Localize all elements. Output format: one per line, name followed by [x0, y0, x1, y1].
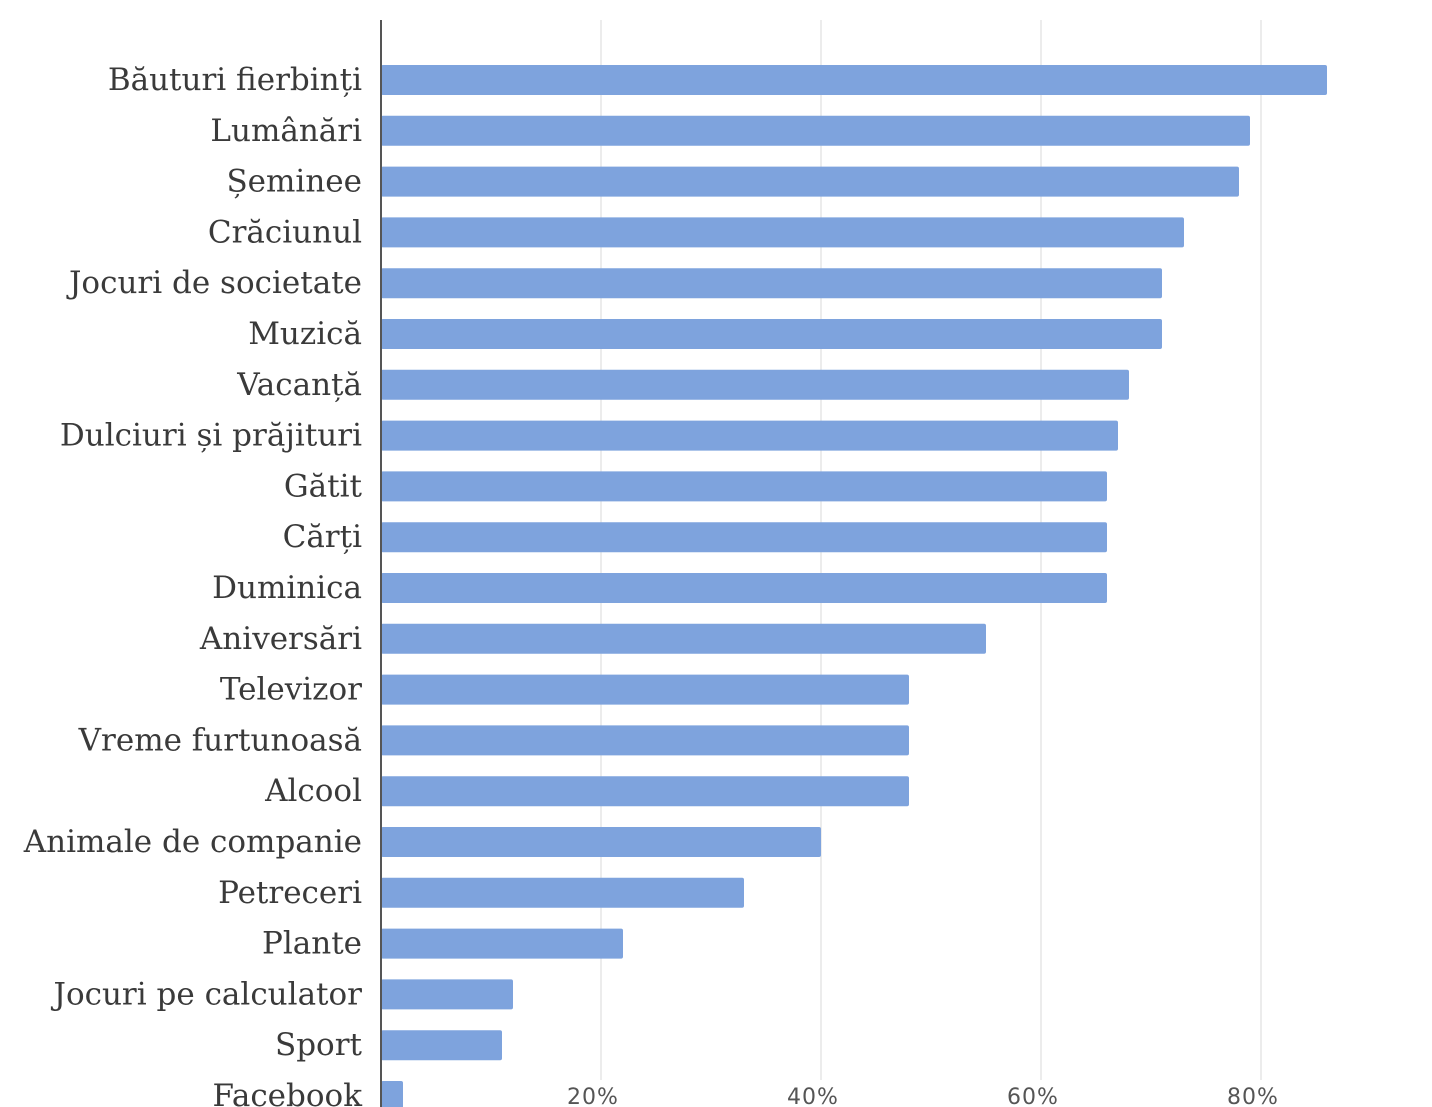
bar [381, 115, 1250, 146]
category-label: Animale de companie [23, 824, 362, 860]
category-label: Jocuri de societate [66, 265, 362, 301]
x-tick-label: 60% [1007, 1085, 1059, 1107]
category-label: Duminica [212, 570, 362, 606]
x-tick-label: 40% [787, 1085, 839, 1107]
bar [381, 1030, 502, 1061]
category-label: Facebook [212, 1078, 362, 1107]
bar [381, 928, 623, 959]
bar [381, 623, 986, 654]
category-label: Petreceri [218, 875, 362, 911]
category-label: Aniversări [199, 621, 362, 657]
bar [381, 471, 1107, 502]
bar [381, 268, 1162, 299]
category-label: Muzică [248, 316, 362, 352]
bar [381, 369, 1129, 400]
category-label: Cărți [283, 519, 362, 555]
bar [381, 674, 909, 705]
bar [381, 1081, 403, 1107]
bar [381, 776, 909, 807]
bar [381, 522, 1107, 553]
category-label: Jocuri pe calculator [51, 976, 363, 1012]
category-label: Crăciunul [208, 214, 362, 250]
category-label: Gătit [284, 468, 363, 504]
category-label: Alcool [264, 773, 362, 809]
category-label: Plante [262, 926, 362, 962]
bar [381, 979, 513, 1010]
x-tick-layer: 20%40%60%80%100% [567, 1085, 1279, 1107]
category-label: Lumânări [210, 113, 362, 149]
bar [381, 827, 821, 857]
x-tick-label: 80% [1227, 1085, 1279, 1107]
category-label-layer: Băuturi fierbinți Lumânări Șeminee Crăciunu… [23, 62, 363, 1107]
category-label: Dulciuri și prăjituri [60, 418, 362, 454]
bar [381, 877, 744, 908]
category-label: Vreme furtunoasă [78, 722, 362, 758]
category-label: Televizor [220, 672, 362, 708]
bar [381, 725, 909, 756]
category-label: Vacanță [236, 367, 362, 403]
category-label: Șeminee [226, 164, 362, 200]
bar [381, 420, 1118, 451]
bar [381, 319, 1162, 349]
bar [381, 166, 1239, 197]
bar [381, 65, 1327, 95]
category-label: Sport [275, 1027, 363, 1063]
x-tick-label: 20% [567, 1085, 619, 1107]
bar-layer [381, 65, 1327, 1107]
bar [381, 217, 1184, 248]
category-label: Băuturi fierbinți [108, 62, 362, 98]
bar [381, 573, 1107, 603]
